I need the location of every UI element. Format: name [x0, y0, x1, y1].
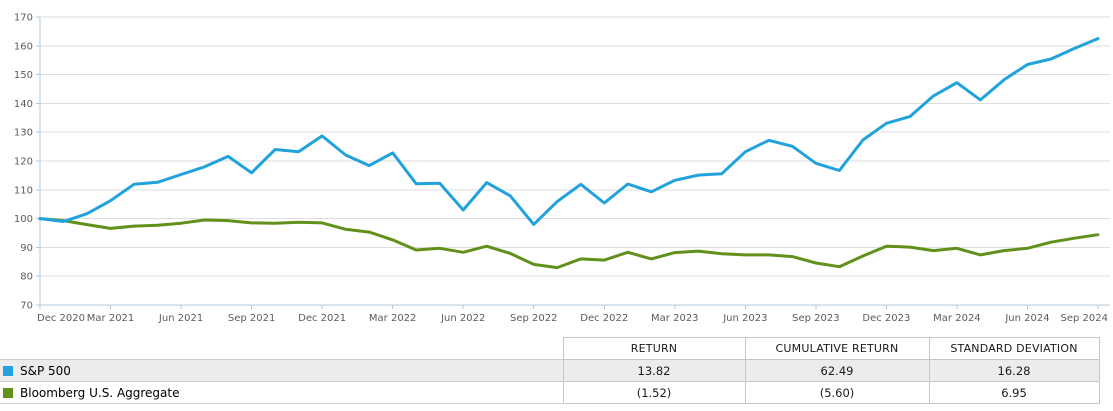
sp500-legend-swatch-icon [3, 365, 13, 376]
x-axis-tick-label: Jun 2022 [440, 313, 485, 324]
bloomberg-agg-return-value: (1.52) [562, 381, 746, 404]
x-axis-tick-label: Mar 2024 [933, 313, 981, 324]
y-axis-tick-label: 100 [14, 214, 33, 225]
col-header-standard-deviation: STANDARD DEVIATION [928, 337, 1100, 360]
y-axis-tick-label: 140 [14, 99, 33, 110]
x-axis-tick-label: Dec 2023 [862, 313, 910, 324]
sp500-cumulative-return-value: 62.49 [744, 359, 930, 382]
x-axis-tick-label: Dec 2021 [298, 313, 346, 324]
x-axis-tick-label: Jun 2021 [158, 313, 203, 324]
x-axis-tick-label: Dec 2020 [37, 313, 85, 324]
x-axis-tick-label: Sep 2022 [510, 313, 557, 324]
name-column-header-empty [0, 337, 563, 360]
table-row-bloomberg-agg: Bloomberg U.S. Aggregate (1.52) (5.60) 6… [0, 381, 1100, 404]
bloomberg-agg-standard-deviation-value: 6.95 [928, 381, 1100, 404]
performance-table: RETURN CUMULATIVE RETURN STANDARD DEVIAT… [0, 337, 1100, 404]
x-tick-labels: Dec 2020 Mar 2021 Jun 2021 Sep 2021 Dec 2021… [37, 313, 1108, 324]
table-header-row: RETURN CUMULATIVE RETURN STANDARD DEVIAT… [0, 337, 1100, 360]
x-axis-tick-label: Mar 2022 [369, 313, 417, 324]
x-axis-tick-label: Sep 2021 [228, 313, 275, 324]
x-axis-tick-label: Sep 2023 [792, 313, 839, 324]
sp500-return-value: 13.82 [562, 359, 746, 382]
series-name-cell: Bloomberg U.S. Aggregate [0, 381, 563, 404]
x-axis-tick-label: Dec 2022 [580, 313, 628, 324]
bloomberg-agg-series-name: Bloomberg U.S. Aggregate [20, 385, 180, 400]
y-axis-tick-label: 80 [20, 272, 33, 283]
y-axis-tick-label: 160 [14, 41, 33, 52]
y-tick-labels: 70 80 90 100 110 120 130 140 150 160 170 [14, 13, 33, 312]
series-line-sp500 [38, 37, 1100, 226]
axes-and-ticks [36, 16, 1110, 309]
y-axis-tick-label: 70 [20, 301, 33, 312]
x-axis-tick-label: Mar 2023 [651, 313, 699, 324]
series-line-bloomberg-agg [38, 217, 1100, 270]
y-axis-tick-label: 130 [14, 128, 33, 139]
sp500-standard-deviation-value: 16.28 [928, 359, 1100, 382]
y-axis-tick-label: 150 [14, 70, 33, 81]
series-name-cell: S&P 500 [0, 359, 563, 382]
y-gridlines [40, 16, 1110, 277]
table-row-sp500: S&P 500 13.82 62.49 16.28 [0, 359, 1100, 382]
bloomberg-agg-cumulative-return-value: (5.60) [744, 381, 930, 404]
y-axis-tick-label: 90 [20, 243, 33, 254]
y-axis-tick-label: 110 [14, 185, 33, 196]
x-axis-tick-label: Sep 2024 [1061, 313, 1108, 324]
x-axis-tick-label: Jun 2024 [1004, 313, 1049, 324]
y-axis-tick-label: 170 [14, 13, 33, 24]
y-axis-tick-label: 120 [14, 157, 33, 168]
col-header-return: RETURN [562, 337, 746, 360]
sp500-series-name: S&P 500 [20, 363, 71, 378]
x-axis-tick-label: Mar 2021 [87, 313, 135, 324]
bloomberg-agg-legend-swatch-icon [3, 387, 13, 398]
col-header-cumulative-return: CUMULATIVE RETURN [744, 337, 930, 360]
x-axis-tick-label: Jun 2023 [722, 313, 767, 324]
